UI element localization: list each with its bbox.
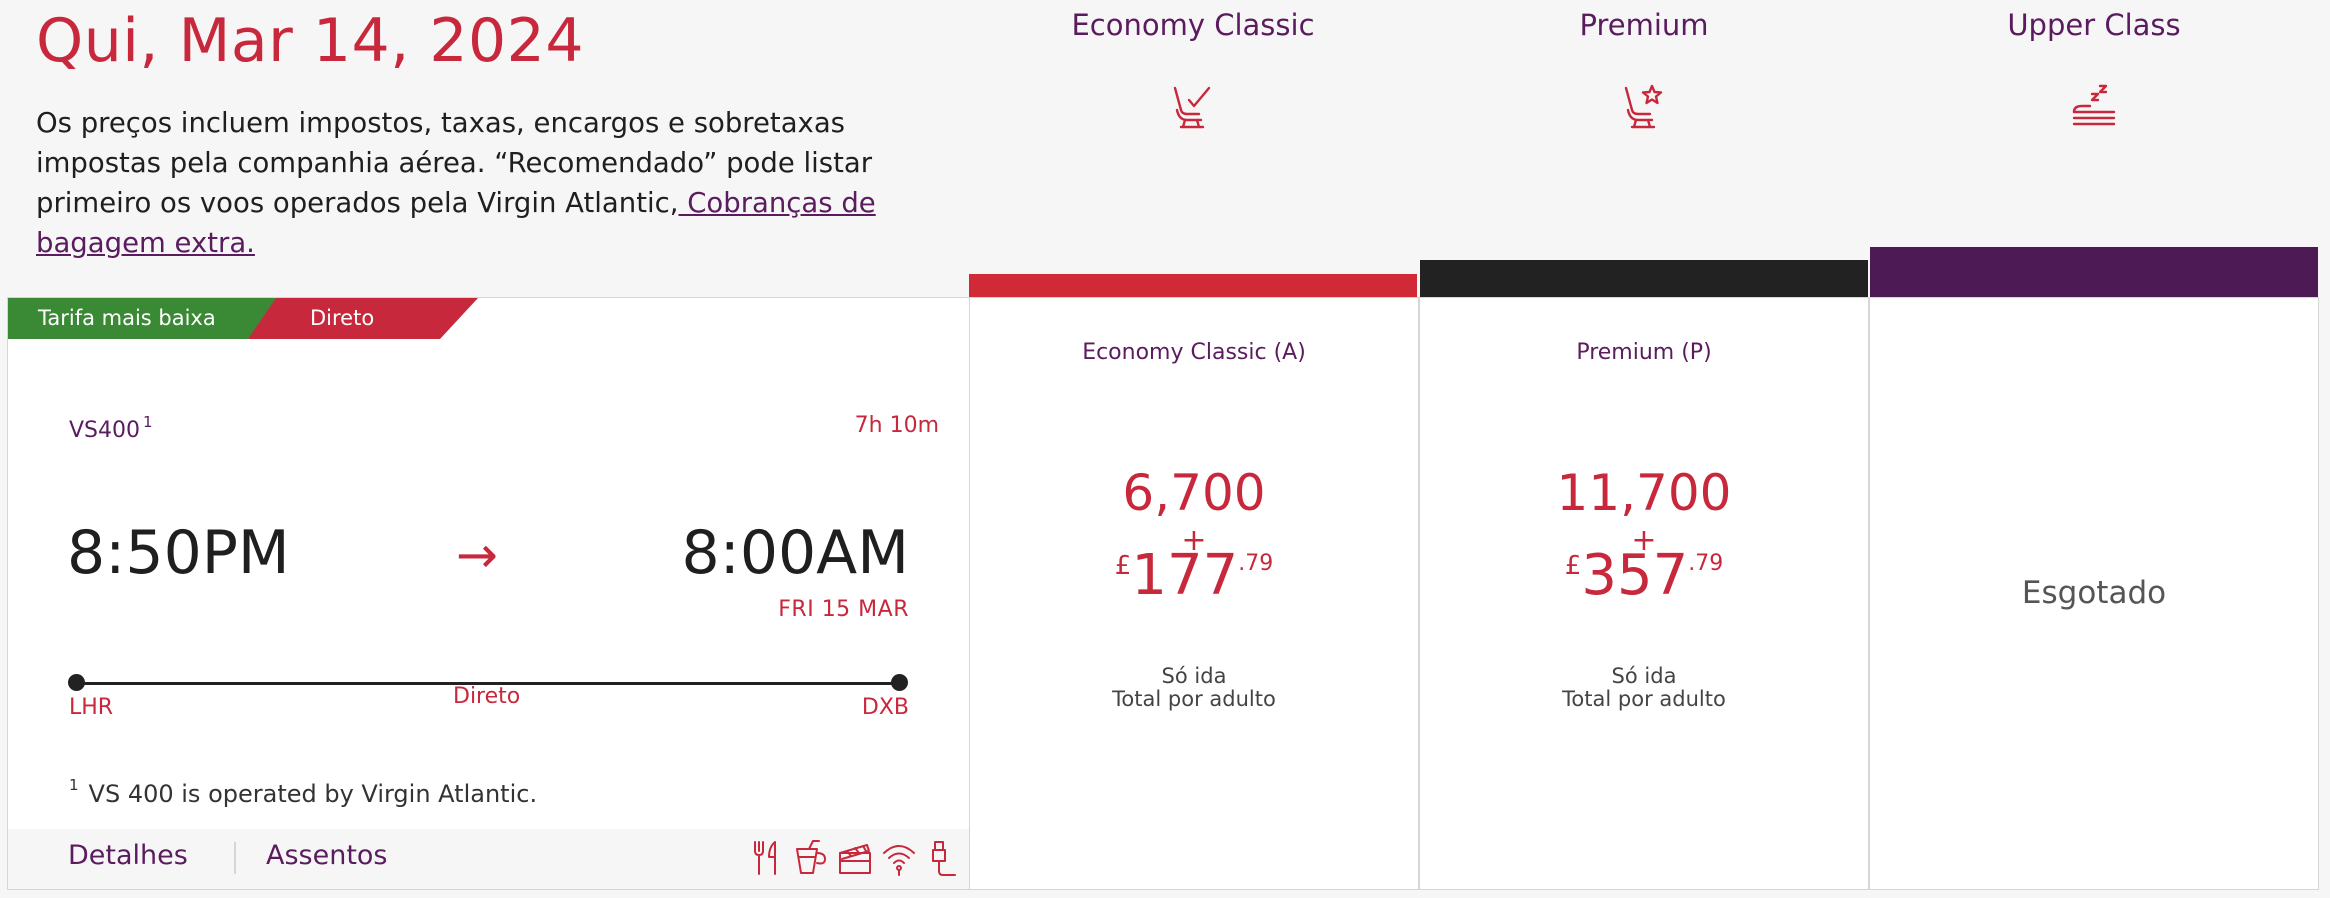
arrival-time: 8:00AM (681, 518, 909, 588)
page-title: Qui, Mar 14, 2024 (36, 6, 585, 76)
flight-card-footer: Detalhes Assentos (8, 829, 969, 889)
cutlery-icon (754, 841, 776, 875)
cabin-name: Economy Classic (1071, 8, 1315, 42)
flight-tags: Tarifa mais baixa Direto (8, 298, 478, 339)
trip-type: Só ida (1161, 664, 1227, 688)
price-whole: 177 (1131, 543, 1239, 608)
departure-time: 8:50PM (67, 518, 290, 588)
flight-number-text: VS400 (69, 418, 141, 443)
flight-number: VS400 1 (69, 413, 153, 443)
currency-symbol: £ (1564, 551, 1582, 581)
footnote-ref: 1 (143, 413, 153, 431)
seats-link[interactable]: Assentos (266, 840, 388, 871)
entertainment-icon (839, 844, 871, 874)
fare-plus: + (1631, 523, 1657, 558)
fare-option-economy-classic[interactable]: Economy Classic (A) 6,700 + £177.79 Só i… (969, 297, 1419, 890)
fare-plus: + (1181, 523, 1207, 558)
price-per-adult: Total por adulto (1112, 687, 1276, 711)
origin-airport: LHR (69, 695, 114, 720)
trip-type: Só ida (1611, 664, 1677, 688)
sold-out-label: Esgotado (2021, 575, 2167, 611)
wifi-icon (883, 845, 915, 876)
destination-airport: DXB (861, 695, 909, 720)
currency-symbol: £ (1114, 551, 1132, 581)
drink-icon (796, 840, 826, 874)
flight-duration: 7h 10m (854, 413, 939, 438)
price-cents: .79 (1688, 551, 1724, 576)
fare-option-upper-class: Esgotado (1869, 297, 2319, 890)
price-cents: .79 (1238, 551, 1274, 576)
fare-price: £357.79 (1420, 543, 1868, 608)
lowest-fare-tag: Tarifa mais baixa (8, 298, 278, 339)
direct-tag: Direto (248, 298, 478, 339)
route-line (76, 682, 899, 685)
cabin-name: Premium (1579, 8, 1709, 42)
price-per-adult: Total por adulto (1562, 687, 1726, 711)
usb-power-icon (932, 841, 956, 876)
footnote-number: 1 (69, 776, 79, 794)
cabin-color-bar (969, 274, 1417, 297)
seat-star-icon (1624, 84, 1663, 129)
operator-footnote: 1 VS 400 is operated by Virgin Atlantic. (69, 776, 537, 808)
destination-dot (891, 674, 908, 691)
flight-card: Tarifa mais baixa Direto VS400 1 7h 10m 8… (7, 297, 969, 890)
fare-option-premium[interactable]: Premium (P) 11,700 + £357.79 Só ida Tota… (1419, 297, 1869, 890)
fare-miles: 11,700 (1556, 464, 1732, 522)
amenities (749, 839, 961, 877)
fare-name: Economy Classic (A) (1082, 340, 1306, 365)
bed-sleep-icon (2072, 84, 2116, 126)
price-disclaimer: Os preços incluem impostos, taxas, encar… (36, 103, 916, 263)
fare-price: £177.79 (970, 543, 1418, 608)
footer-divider (234, 842, 236, 874)
cabin-color-bar (1870, 247, 2318, 297)
origin-dot (68, 674, 85, 691)
arrival-date: FRI 15 MAR (778, 597, 909, 622)
cabin-name: Upper Class (2007, 8, 2181, 42)
cabin-color-bar (1420, 260, 1868, 297)
price-whole: 357 (1581, 543, 1689, 608)
stops-label: Direto (453, 684, 521, 709)
baggage-fees-link[interactable]: Cobranças de bagagem extra. (36, 187, 876, 259)
arrow-right-icon: → (456, 526, 498, 584)
fare-name: Premium (P) (1576, 340, 1712, 365)
details-link[interactable]: Detalhes (68, 840, 188, 871)
cabin-header-upper-class: Upper Class (1870, 0, 2318, 297)
cabin-header-economy-classic: Economy Classic (969, 0, 1417, 297)
cabin-header-premium: Premium (1420, 0, 1868, 297)
disclaimer-text: Os preços incluem impostos, taxas, encar… (36, 107, 873, 219)
footnote-text: VS 400 is operated by Virgin Atlantic. (88, 780, 538, 808)
seat-check-icon (1173, 86, 1211, 129)
page-bottom-strip (0, 890, 2330, 898)
fare-miles: 6,700 (1122, 464, 1266, 522)
